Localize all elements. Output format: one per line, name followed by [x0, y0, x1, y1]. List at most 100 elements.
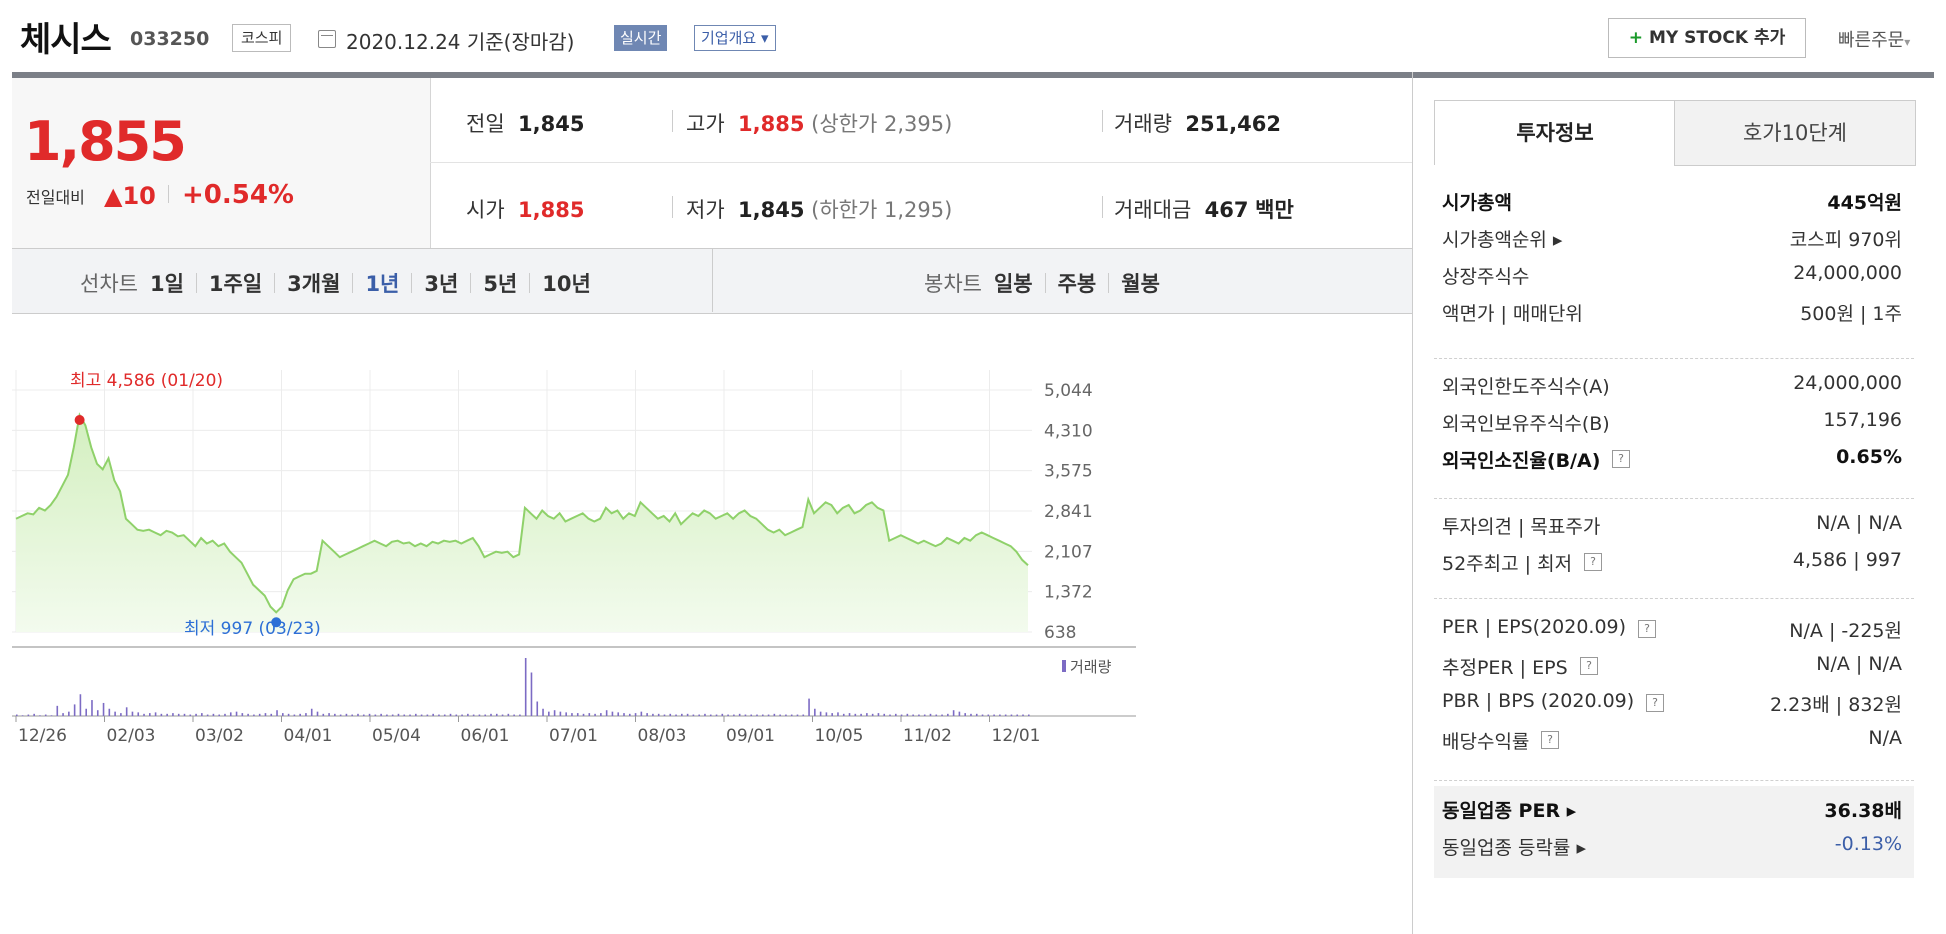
help-icon[interactable]: ? [1584, 553, 1602, 571]
volume-bar [125, 707, 128, 716]
volume-bar [964, 713, 966, 716]
tab-period[interactable]: 1일 [149, 272, 184, 296]
caret-down-icon: ▾ [1904, 35, 1911, 49]
volume-bar [519, 714, 521, 716]
header-divider [12, 72, 1934, 78]
divider [1434, 598, 1914, 600]
volume-bar [825, 712, 828, 716]
info-value: 36.38배 [1824, 800, 1902, 822]
volume-bar [374, 714, 377, 716]
volume-bar [501, 714, 504, 716]
volume-bar [756, 714, 758, 716]
tab-period[interactable]: 3개월 [287, 272, 341, 296]
volume-bar [837, 712, 839, 716]
info-value: 24,000,000 [1793, 262, 1902, 284]
y-tick-label: 638 [1044, 623, 1076, 643]
help-icon[interactable]: ? [1580, 657, 1598, 675]
divider [1434, 358, 1914, 360]
info-label: 52주최고 | 최저 [1442, 553, 1573, 575]
realtime-button[interactable]: 실시간 [614, 25, 668, 51]
volume-bar [889, 714, 891, 716]
low-label: 저가 [686, 198, 725, 222]
tab-candle[interactable]: 일봉 [993, 272, 1033, 296]
volume-bar [542, 708, 544, 716]
volume-bar [848, 713, 851, 716]
volume-bar [935, 714, 938, 716]
volume-bar [137, 712, 140, 716]
my-stock-add-button[interactable]: + MY STOCK 추가 [1608, 18, 1806, 58]
low-price: 저가 1,845 (하한가 1,295) [686, 194, 952, 224]
info-row: 동일업종 등락률 ▸ -0.13% [1442, 833, 1902, 867]
volume-bar [513, 714, 515, 716]
volume-bar [750, 714, 753, 716]
volume-bar [310, 708, 313, 716]
volume-bar [201, 713, 203, 716]
info-label: 시가총액 [1442, 192, 1512, 214]
tab-candle[interactable]: 주봉 [1057, 272, 1097, 296]
tab-period[interactable]: 3년 [424, 272, 459, 296]
tab-candle[interactable]: 월봉 [1121, 272, 1160, 296]
volume-bar [975, 713, 978, 716]
info-row: 52주최고 | 최저? 4,586 | 997 [1442, 549, 1902, 583]
x-tick-label: 12/01 [992, 726, 1041, 746]
volume-bar [842, 713, 845, 716]
volume-bar [495, 713, 498, 716]
volume-bar [351, 714, 354, 716]
volume-bar [247, 713, 249, 716]
divider [352, 273, 354, 293]
volume-bar [131, 711, 134, 716]
divider [672, 196, 673, 218]
volume-bar [530, 672, 533, 716]
volume-bar [1016, 714, 1019, 716]
y-tick-label: 5,044 [1044, 381, 1093, 401]
tab-period[interactable]: 1년 [365, 272, 400, 296]
volume-bar [952, 710, 955, 716]
divider [672, 110, 673, 132]
volume-bar [438, 714, 440, 716]
tab-period[interactable]: 10년 [542, 272, 591, 296]
help-icon[interactable]: ? [1541, 731, 1559, 749]
volume-bar [571, 713, 573, 716]
y-tick-label: 3,575 [1044, 462, 1093, 482]
volume-bar [241, 713, 244, 716]
help-icon[interactable]: ? [1612, 450, 1630, 468]
info-row: PBR | BPS (2020.09)? 2.23배 | 832원 [1442, 690, 1902, 724]
volume-bar [698, 714, 700, 716]
tab-period[interactable]: 5년 [483, 272, 518, 296]
volume-bar [802, 714, 805, 716]
volume-bar [160, 713, 163, 716]
divider [1102, 196, 1103, 218]
company-info-dropdown[interactable]: 기업개요 ▾ [694, 25, 776, 51]
volume-bar [761, 714, 764, 716]
volume-bar [264, 713, 267, 716]
volume-bar [120, 713, 122, 716]
info-label: 추정PER | EPS [1442, 657, 1568, 679]
tab-period[interactable]: 1주일 [208, 272, 263, 296]
base-date: 2020.12.24 기준(장마감) [346, 30, 575, 54]
volume-bar [229, 712, 232, 716]
help-icon[interactable]: ? [1638, 620, 1656, 638]
volume-bar [345, 713, 348, 716]
quick-order-dropdown[interactable]: 빠른주문▾ [1838, 26, 1910, 52]
volume-bar [738, 713, 741, 716]
info-value: 코스피 970위 [1789, 229, 1902, 251]
volume-bar [536, 701, 539, 716]
volume-bar [947, 713, 949, 716]
volume-bar [426, 714, 429, 716]
help-icon[interactable]: ? [1646, 694, 1664, 712]
info-row: 동일업종 PER ▸ 36.38배 [1442, 796, 1902, 830]
volume-bar [409, 714, 411, 716]
tab-invest-info[interactable]: 투자정보 [1434, 100, 1676, 165]
amount-value: 467 [1204, 198, 1249, 222]
volume-bar [507, 713, 510, 716]
tab-quote-10[interactable]: 호가10단계 [1674, 100, 1916, 166]
volume-bar [1022, 714, 1024, 716]
volume-bar [16, 714, 18, 716]
volume-bar [195, 713, 197, 716]
volume-bar [744, 714, 747, 716]
volume-bar [628, 713, 631, 716]
volume-bar [62, 713, 64, 716]
x-tick-label: 09/01 [726, 726, 775, 746]
info-value: N/A | -225원 [1789, 620, 1902, 642]
open-label: 시가 [466, 198, 505, 222]
